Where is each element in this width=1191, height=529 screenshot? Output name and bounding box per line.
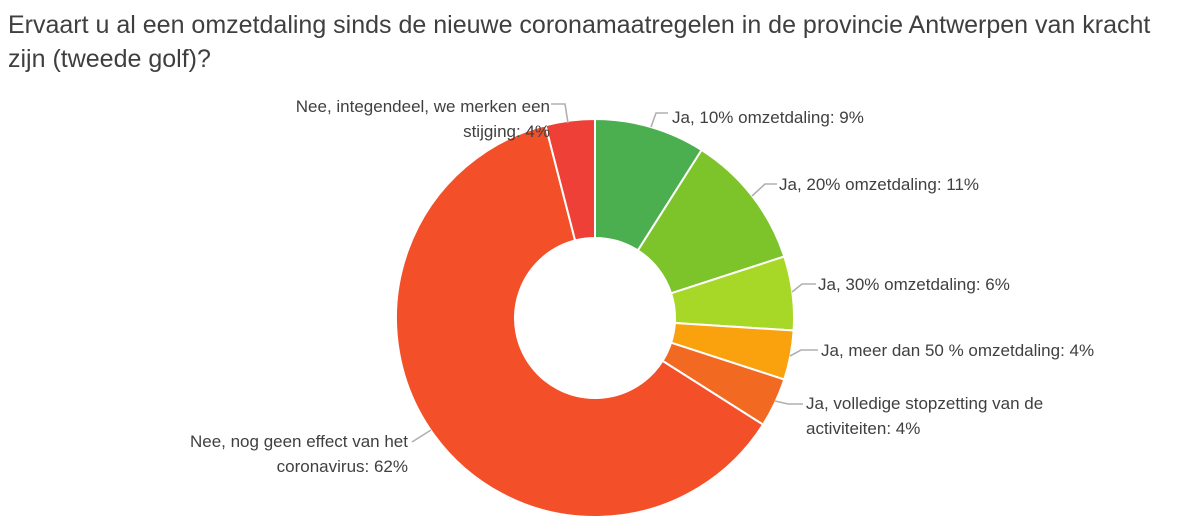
pie-slice-stijging[interactable] bbox=[544, 118, 596, 242]
leader-ja-30 bbox=[791, 283, 816, 293]
slice-label-ja-50: Ja, meer dan 50 % omzetdaling: 4% bbox=[821, 341, 1095, 360]
leader-ja-50 bbox=[789, 349, 818, 357]
leader-ja-20 bbox=[751, 183, 777, 197]
pie-slice-geen-effect[interactable] bbox=[395, 124, 765, 518]
leader-geen-effect bbox=[411, 429, 432, 443]
leader-stijging bbox=[551, 103, 569, 124]
leader-stopzetting bbox=[774, 400, 803, 405]
slice-label-stijging: Nee, integendeel, we merken een stijging… bbox=[295, 97, 550, 141]
leader-ja-10 bbox=[650, 112, 668, 128]
slice-label-ja-20: Ja, 20% omzetdaling: 11% bbox=[779, 175, 980, 194]
slice-label-ja-10: Ja, 10% omzetdaling: 9% bbox=[672, 108, 864, 127]
slice-label-geen-effect: Nee, nog geen effect van het coronavirus… bbox=[189, 432, 408, 476]
slice-label-ja-30: Ja, 30% omzetdaling: 6% bbox=[818, 275, 1010, 294]
donut-slices bbox=[395, 118, 795, 518]
leader-lines bbox=[411, 103, 818, 443]
slice-label-stopzetting: Ja, volledige stopzetting van de activit… bbox=[806, 394, 1044, 438]
chart-title: Ervaart u al een omzetdaling sinds de ni… bbox=[8, 11, 1151, 73]
